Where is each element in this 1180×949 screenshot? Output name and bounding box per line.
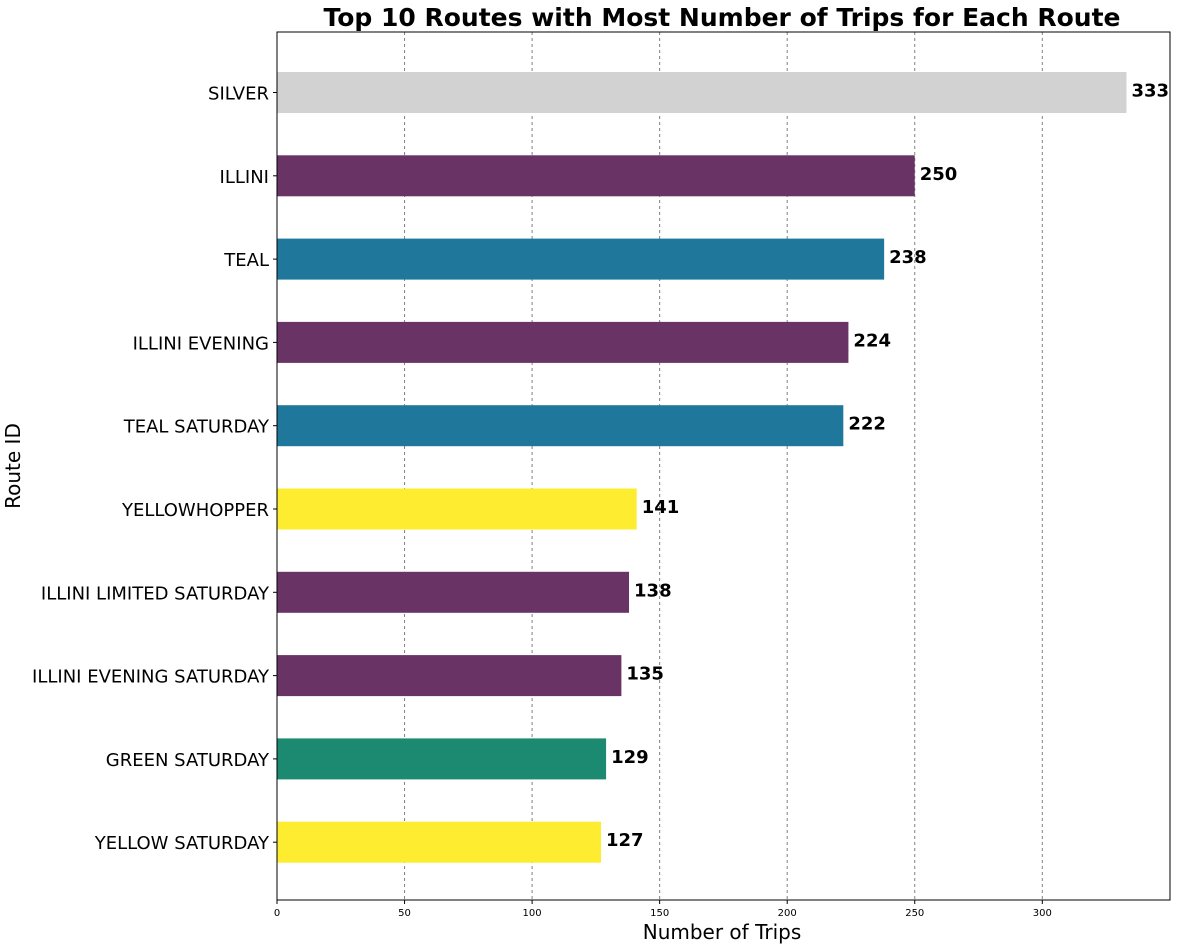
y-axis-title: Route ID	[1, 423, 25, 509]
x-tick-label-250: 250	[905, 908, 924, 919]
bar-illini-limited-saturday	[277, 571, 630, 613]
bar-teal	[277, 238, 885, 280]
value-label-illini-evening-saturday: 135	[626, 664, 664, 685]
category-label-teal-saturday: TEAL SATURDAY	[123, 417, 270, 438]
value-label-illini-evening: 224	[853, 330, 891, 351]
x-tick-label-100: 100	[523, 908, 542, 919]
category-label-silver: SILVER	[208, 84, 269, 105]
bar-illini	[277, 155, 915, 197]
value-label-illini-limited-saturday: 138	[634, 580, 672, 601]
value-label-silver: 333	[1131, 81, 1169, 102]
x-tick-label-0: 0	[274, 908, 280, 919]
value-label-yellow-saturday: 127	[606, 830, 644, 851]
value-label-teal-saturday: 222	[848, 414, 886, 435]
category-label-illini-evening-saturday: ILLINI EVENING SATURDAY	[32, 667, 270, 688]
bar-yellowhopper	[277, 488, 637, 530]
x-axis-title: Number of Trips	[643, 920, 802, 944]
category-label-illini-evening: ILLINI EVENING	[133, 333, 269, 354]
x-tick-label-50: 50	[398, 908, 411, 919]
value-label-illini: 250	[920, 164, 958, 185]
bar-value-labels: 333 250 238 224 222 141 138 135 129 127	[606, 81, 1169, 852]
category-label-green-saturday: GREEN SATURDAY	[106, 750, 270, 771]
category-label-yellowhopper: YELLOWHOPPER	[121, 500, 269, 521]
bars	[277, 72, 1127, 863]
plot-frame	[276, 31, 1171, 901]
value-label-yellowhopper: 141	[642, 497, 680, 518]
x-tick-label-200: 200	[778, 908, 797, 919]
bar-yellow-saturday	[277, 821, 601, 863]
category-label-teal: TEAL	[223, 250, 269, 271]
bar-illini-evening	[277, 321, 849, 363]
bar-green-saturday	[277, 738, 607, 780]
category-label-illini: ILLINI	[220, 167, 269, 188]
y-axis-category-labels: SILVER ILLINI TEAL ILLINI EVENING TEAL SATUR…	[32, 84, 277, 854]
category-label-yellow-saturday: YELLOW SATURDAY	[94, 833, 270, 854]
bar-silver	[277, 72, 1127, 113]
x-axis-ticks: 0 50 100 150 200 250 300	[274, 900, 1052, 919]
value-label-teal: 238	[889, 247, 927, 268]
value-label-green-saturday: 129	[611, 747, 649, 768]
chart-title: Top 10 Routes with Most Number of Trips …	[324, 3, 1121, 32]
bar-illini-evening-saturday	[277, 655, 622, 697]
bar-teal-saturday	[277, 405, 844, 447]
x-tick-label-150: 150	[650, 908, 669, 919]
category-label-illini-limited-saturday: ILLINI LIMITED SATURDAY	[41, 583, 270, 604]
x-tick-label-300: 300	[1033, 908, 1052, 919]
